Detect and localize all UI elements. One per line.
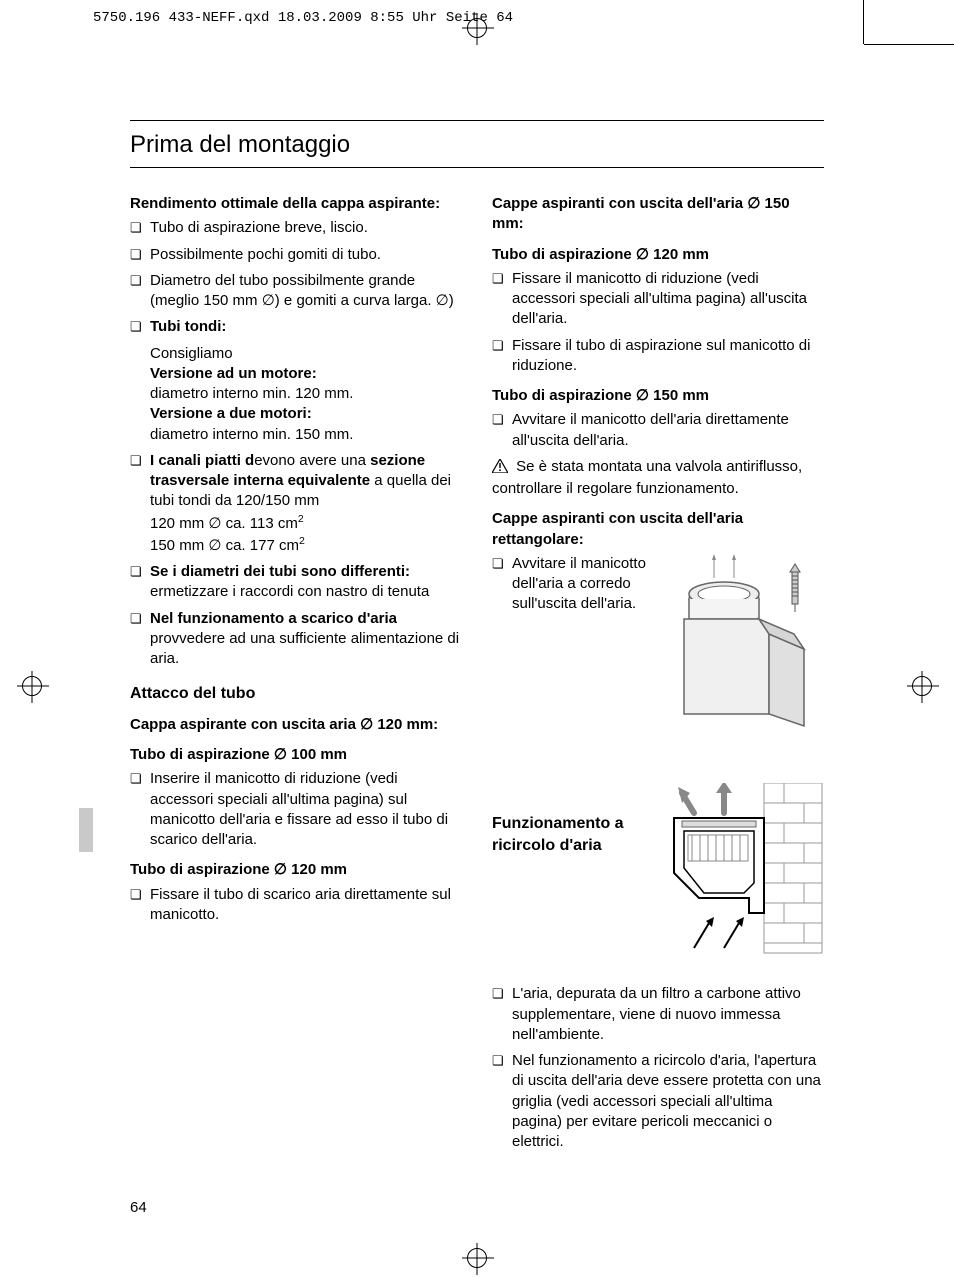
text: evono avere una: [254, 452, 370, 469]
list-item: Tubo di aspirazione breve, liscio.: [130, 218, 462, 238]
sub-heading: Cappa aspirante con uscita aria ∅ 120 mm…: [130, 715, 462, 735]
text-line: 150 mm ∅ ca. 177 cm: [150, 537, 299, 554]
right-column: Cappe aspiranti con uscita dell'aria ∅ 1…: [492, 184, 824, 1158]
bullet-list: Fissare il manicotto di riduzione (vedi …: [492, 269, 824, 376]
bullet-list: L'aria, depurata da un filtro a carbone …: [492, 984, 824, 1152]
crop-mark-bottom: [467, 1248, 487, 1268]
crop-mark-corner-h: [864, 44, 954, 45]
list-item: Nel funzionamento a ricircolo d'aria, l'…: [492, 1051, 824, 1152]
list-item: Avvitare il manicotto dell'aria direttam…: [492, 410, 824, 451]
bold-text: Se i diametri dei tubi sono differenti:: [150, 563, 410, 580]
sub-heading: Tubo di aspirazione ∅ 100 mm: [130, 745, 462, 765]
bullet-list: Inserire il manicotto di riduzione (vedi…: [130, 769, 462, 850]
text-line: diametro interno min. 120 mm.: [150, 384, 462, 404]
list-item: I canali piatti devono avere una sezione…: [130, 451, 462, 556]
diagram-ricircolo: [654, 783, 824, 964]
bold-text: Tubi tondi:: [150, 318, 226, 335]
text-line: ermetizzare i raccordi con nastro di ten…: [150, 582, 462, 602]
indented-block: Consigliamo Versione ad un motore: diame…: [130, 344, 462, 445]
two-column-layout: Rendimento ottimale della cappa aspirant…: [130, 184, 824, 1158]
page-title: Prima del montaggio: [130, 131, 824, 159]
sub-heading: Tubo di aspirazione ∅ 120 mm: [492, 245, 824, 265]
content-area: Prima del montaggio Rendimento ottimale …: [130, 120, 824, 1158]
warning-paragraph: Se è stata montata una valvola antiriflu…: [492, 457, 824, 500]
bold-text: Versione ad un motore:: [150, 365, 317, 382]
bullet-list: Avvitare il manicotto dell'aria a corred…: [492, 554, 824, 615]
text: provvedere ad una sufficiente alimentazi…: [150, 630, 459, 667]
warning-text: Se è stata montata una valvola antiriflu…: [492, 458, 802, 497]
crop-mark-top: [467, 18, 487, 38]
list-item: Avvitare il manicotto dell'aria a corred…: [492, 554, 824, 615]
list-item: L'aria, depurata da un filtro a carbone …: [492, 984, 824, 1045]
right-heading-1: Cappe aspiranti con uscita dell'aria ∅ 1…: [492, 194, 824, 235]
crop-mark-right: [912, 676, 932, 696]
text-line: 120 mm ∅ ca. 113 cm: [150, 515, 298, 532]
list-item: Se i diametri dei tubi sono differenti: …: [130, 562, 462, 603]
bullet-list: Avvitare il manicotto dell'aria direttam…: [492, 410, 824, 451]
section-heading: Attacco del tubo: [130, 683, 462, 705]
bullet-list: Tubo di aspirazione breve, liscio. Possi…: [130, 218, 462, 337]
list-item: Nel funzionamento a scarico d'aria provv…: [130, 609, 462, 670]
bullet-list: Fissare il tubo di scarico aria direttam…: [130, 885, 462, 926]
bold-text: Nel funzionamento a scarico d'aria: [150, 610, 397, 627]
rule-bottom: [130, 167, 824, 168]
sub-heading: Tubo di aspirazione ∅ 150 mm: [492, 386, 824, 406]
rule-top: [130, 120, 824, 121]
list-item: Tubi tondi:: [130, 317, 462, 337]
page-number: 64: [130, 1199, 147, 1216]
crop-mark-corner: [863, 0, 864, 44]
list-item: Fissare il tubo di scarico aria direttam…: [130, 885, 462, 926]
crop-mark-left: [22, 676, 42, 696]
bold-text: Versione a due motori:: [150, 405, 312, 422]
warning-icon: [492, 459, 508, 479]
list-item: Diametro del tubo possibilmente grande (…: [130, 271, 462, 312]
left-heading-1: Rendimento ottimale della cappa aspirant…: [130, 194, 462, 214]
list-item: Fissare il manicotto di riduzione (vedi …: [492, 269, 824, 330]
header-fileinfo: 5750.196 433-NEFF.qxd 18.03.2009 8:55 Uh…: [93, 10, 513, 26]
bullet-list: I canali piatti devono avere una sezione…: [130, 451, 462, 670]
bold-text: I canali piatti d: [150, 452, 254, 469]
sub-heading: Cappe aspiranti con uscita dell'aria ret…: [492, 509, 824, 550]
list-item: Inserire il manicotto di riduzione (vedi…: [130, 769, 462, 850]
text-line: Consigliamo: [150, 344, 462, 364]
left-column: Rendimento ottimale della cappa aspirant…: [130, 184, 462, 1158]
list-item: Fissare il tubo di aspirazione sul manic…: [492, 336, 824, 377]
page: 5750.196 433-NEFF.qxd 18.03.2009 8:55 Uh…: [0, 0, 954, 1278]
text-line: diametro interno min. 150 mm.: [150, 425, 462, 445]
list-item: Possibilmente pochi gomiti di tubo.: [130, 245, 462, 265]
grey-side-tab: [79, 808, 93, 852]
sub-heading: Tubo di aspirazione ∅ 120 mm: [130, 860, 462, 880]
